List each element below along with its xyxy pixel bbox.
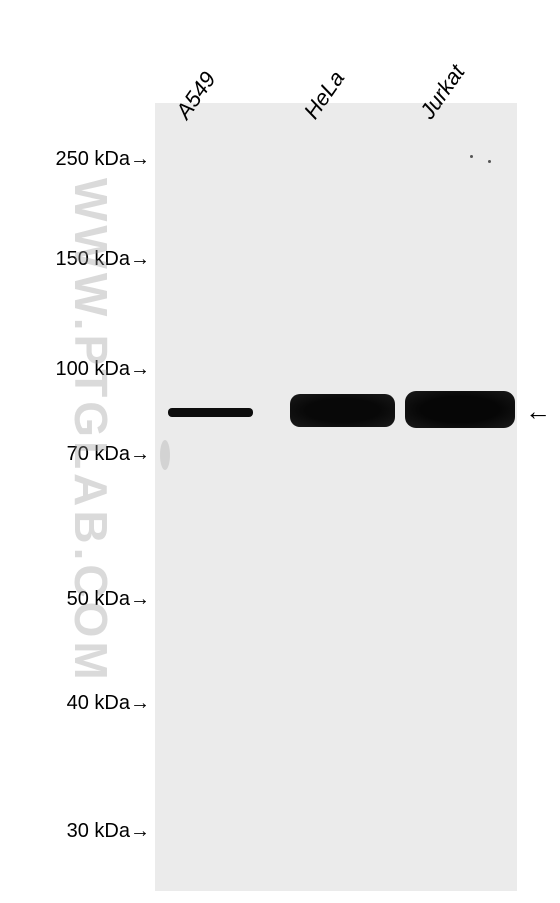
- ladder-label: 70 kDa→: [67, 443, 150, 466]
- ladder-label: 150 kDa→: [56, 248, 151, 271]
- ladder-label: 250 kDa→: [56, 148, 151, 171]
- protein-band: [405, 391, 515, 428]
- protein-band: [290, 394, 395, 427]
- blot-membrane: [155, 103, 517, 891]
- dot-artifact: [470, 155, 473, 158]
- ladder-label: 100 kDa→: [56, 358, 151, 381]
- figure-container: 250 kDa→ 150 kDa→ 100 kDa→ 70 kDa→ 50 kDa→ 40…: [0, 0, 560, 903]
- ladder-label: 50 kDa→: [67, 588, 150, 611]
- protein-band: [168, 408, 253, 417]
- smudge-artifact: [160, 440, 170, 470]
- ladder-label: 30 kDa→: [67, 820, 150, 843]
- dot-artifact: [488, 160, 491, 163]
- ladder-label: 40 kDa→: [67, 692, 150, 715]
- target-band-arrow: ←: [525, 396, 551, 427]
